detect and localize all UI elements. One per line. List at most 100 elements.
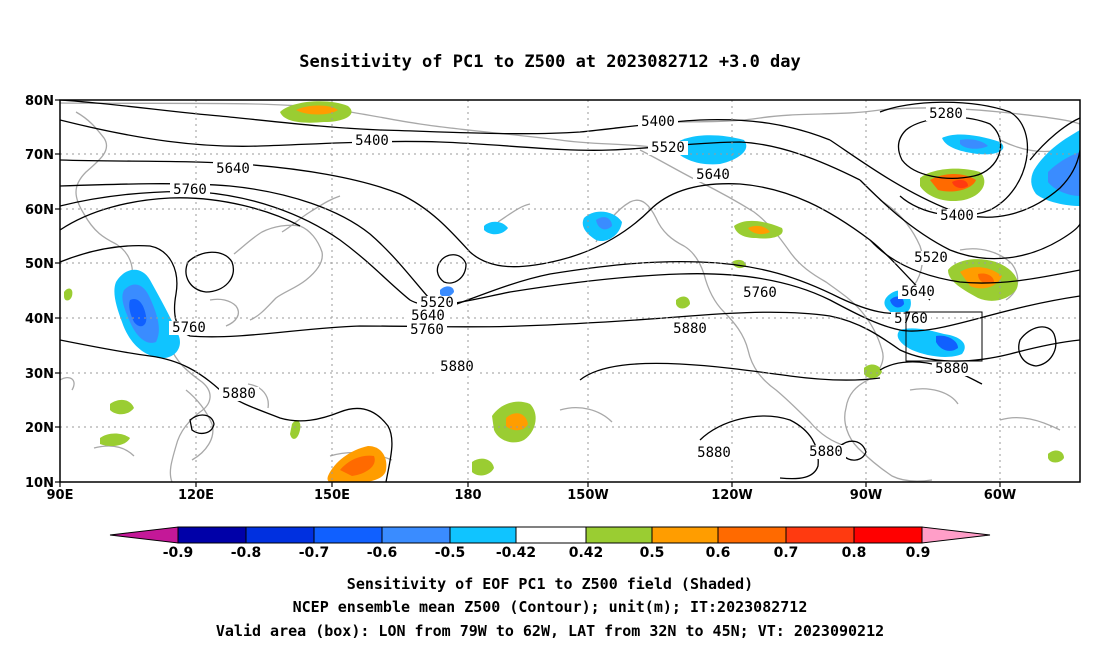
shading-blob-arctic-neg xyxy=(440,135,747,297)
contour-label-bg xyxy=(891,312,931,326)
contour-label: 5640 xyxy=(213,161,253,177)
contour-label-text: 5880 xyxy=(440,359,474,375)
map-panel: 5400564057605400552056405280540055205520… xyxy=(60,100,1080,482)
contour-label-bg xyxy=(219,387,259,401)
contour-label-text: 5640 xyxy=(411,308,445,324)
lon-axis: 90E 120E 150E 180 150W 120W 90W 60W xyxy=(47,488,1017,503)
contour-label-bg xyxy=(169,321,209,335)
lat-label: 10N xyxy=(25,476,54,491)
contour-label-text: 5880 xyxy=(697,445,731,461)
lat-label: 80N xyxy=(25,94,54,109)
contour-label-text: 5760 xyxy=(410,322,444,338)
contour-label: 5640 xyxy=(408,308,448,324)
colorbar-swatch xyxy=(585,526,653,544)
contour-label: 5760 xyxy=(740,285,780,301)
shading-blob-east-asia-neg xyxy=(114,269,180,359)
contour-label-bg xyxy=(352,134,392,148)
lon-label: 150E xyxy=(314,488,350,503)
contour-label-text: 5880 xyxy=(673,321,707,337)
caption-line-2: NCEP ensemble mean Z500 (Contour); unit(… xyxy=(293,598,808,616)
colorbar-label: 0.5 xyxy=(640,545,665,561)
contour-label-text: 5640 xyxy=(696,167,730,183)
contour-label-text: 5760 xyxy=(743,285,777,301)
contour-label-bg xyxy=(926,107,966,121)
caption-line-1: Sensitivity of EOF PC1 to Z500 field (Sh… xyxy=(347,575,753,593)
shading-blob-north-atlantic-neg xyxy=(1031,130,1080,206)
contour-label-bg xyxy=(213,162,253,176)
contour-label-text: 5760 xyxy=(172,320,206,336)
lon-label: 60W xyxy=(984,488,1016,503)
contour-label-text: 5400 xyxy=(641,114,675,130)
contour-label-text: 5520 xyxy=(420,295,454,311)
colorbar-label: 0.42 xyxy=(569,545,604,561)
contour-label: 5400 xyxy=(638,114,678,130)
contour-label-bg xyxy=(408,309,448,323)
colorbar-high-end xyxy=(921,526,991,544)
colorbar: -0.9 -0.8 -0.7 -0.6 -0.5 -0.42 0.42 0.5 … xyxy=(109,526,991,561)
contour-label: 5880 xyxy=(806,444,846,460)
contour-label-text: 5760 xyxy=(173,182,207,198)
lon-label: 90W xyxy=(850,488,882,503)
colorbar-label: -0.5 xyxy=(435,545,466,561)
colorbar-label: -0.7 xyxy=(299,545,330,561)
contour-label-text: 5880 xyxy=(222,386,256,402)
lon-label: 180 xyxy=(454,488,481,503)
axis-ticks xyxy=(55,99,1001,487)
lat-label: 70N xyxy=(25,148,54,163)
contour-label-text: 5760 xyxy=(894,311,928,327)
shading-blob-greenland-pos xyxy=(920,134,1004,202)
coastlines xyxy=(60,102,1080,482)
lat-label: 20N xyxy=(25,421,54,436)
colorbar-swatch xyxy=(651,526,719,544)
contour-label-text: 5880 xyxy=(935,361,969,377)
caption-line-3: Valid area (box): LON from 79W to 62W, L… xyxy=(216,622,884,640)
colorbar-label: -0.8 xyxy=(231,545,262,561)
colorbar-label: -0.42 xyxy=(496,545,536,561)
contour-label-bg xyxy=(170,183,210,197)
contour-label: 5520 xyxy=(911,250,951,266)
contour-label-bg xyxy=(937,209,977,223)
contour-label-bg xyxy=(648,141,688,155)
shading-blob-atlantic-pos xyxy=(948,259,1018,301)
colorbar-boxes xyxy=(177,526,923,544)
contour-label: 5760 xyxy=(169,320,209,336)
contour-label-bg xyxy=(437,360,477,374)
contour-label: 5760 xyxy=(170,182,210,198)
contour-label-text: 5880 xyxy=(809,444,843,460)
contour-label-text: 5640 xyxy=(216,161,250,177)
colorbar-label: 0.6 xyxy=(706,545,731,561)
contour-label: 5520 xyxy=(417,295,457,311)
lon-label: 120E xyxy=(178,488,214,503)
contour-label: 5640 xyxy=(898,284,938,300)
contour-label: 5880 xyxy=(670,321,710,337)
contour-label-bg xyxy=(670,322,710,336)
colorbar-labels: -0.9 -0.8 -0.7 -0.6 -0.5 -0.42 0.42 0.5 … xyxy=(163,545,931,561)
contour-label-bg xyxy=(911,251,951,265)
lon-label: 120W xyxy=(711,488,752,503)
contour-label: 5520 xyxy=(648,140,688,156)
contour-label: 5280 xyxy=(926,106,966,122)
valid-area-box xyxy=(905,311,983,362)
lat-label: 30N xyxy=(25,367,54,382)
contour-label-text: 5640 xyxy=(901,284,935,300)
shading-blob-tropical-pacific-pos xyxy=(64,288,1064,482)
contour-label-bg xyxy=(806,445,846,459)
contour-label-bg xyxy=(407,323,447,337)
map-title: Sensitivity of PC1 to Z500 at 2023082712… xyxy=(299,52,801,72)
contour-label: 5760 xyxy=(407,322,447,338)
lon-label: 150W xyxy=(567,488,608,503)
colorbar-low-end xyxy=(109,526,179,544)
graticule xyxy=(60,100,1080,482)
contour-label-bg xyxy=(932,362,972,376)
contour-label-bg xyxy=(898,285,938,299)
colorbar-swatch xyxy=(785,526,855,544)
contour-label-bg xyxy=(638,115,678,129)
map-frame xyxy=(59,99,1081,483)
colorbar-swatch xyxy=(515,526,587,544)
contour-label-text: 5400 xyxy=(355,133,389,149)
contour-label-bg xyxy=(693,168,733,182)
shading-blob-north-pacific-pos xyxy=(280,101,352,123)
sensitivity-shading xyxy=(64,101,1080,482)
contour-label: 5880 xyxy=(932,361,972,377)
colorbar-swatch xyxy=(853,526,923,544)
